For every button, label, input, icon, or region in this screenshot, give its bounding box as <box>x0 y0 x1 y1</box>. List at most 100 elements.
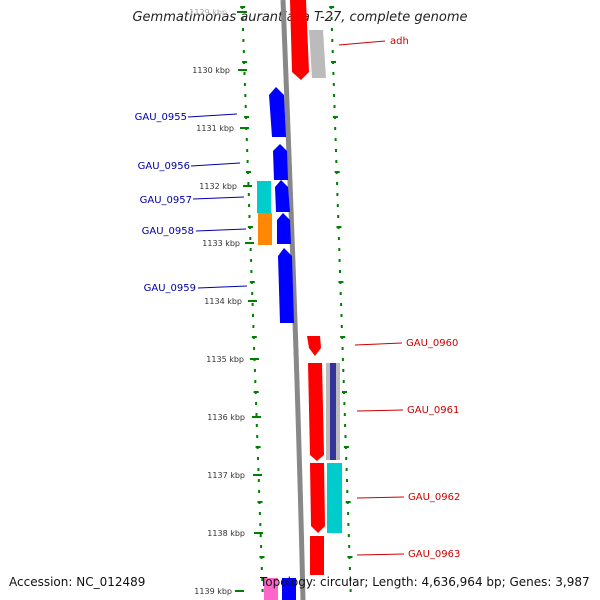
gene-gau-0963[interactable] <box>310 536 324 575</box>
ring-dot <box>341 358 344 361</box>
ring-dot <box>247 182 250 185</box>
cds-gau-0958[interactable] <box>258 213 272 245</box>
ring-dot <box>347 512 350 515</box>
ring-dot <box>343 402 346 405</box>
gene-label-gau-0957[interactable]: GAU_0957 <box>140 195 192 206</box>
ring-dot <box>332 72 335 75</box>
ring-dot <box>335 160 338 163</box>
ruler-label: 1133 kbp <box>202 239 240 248</box>
gene-label-gau-0955[interactable]: GAU_0955 <box>135 112 187 123</box>
ring-dot <box>251 303 254 306</box>
ring-dot <box>338 259 341 262</box>
gene-gau-0956[interactable] <box>273 144 288 180</box>
ring-dot <box>349 589 352 592</box>
ring-dot <box>340 325 343 328</box>
gene-bottom-pink[interactable] <box>264 578 278 600</box>
ring-dot-major <box>336 226 342 228</box>
ruler-label: 1138 kbp <box>207 529 245 538</box>
ring-dot-major <box>246 171 251 173</box>
ring-dot <box>341 347 344 350</box>
ring-dot-major <box>259 556 265 558</box>
ring-dot <box>339 292 342 295</box>
ring-dot <box>339 270 341 273</box>
ring-dots-left <box>240 6 265 592</box>
ring-dot-major <box>340 336 346 338</box>
ruler-label: 1137 kbp <box>207 471 245 480</box>
cds-gau-0957[interactable] <box>257 181 271 213</box>
gene-gau-0958[interactable] <box>277 213 291 244</box>
ring-dot <box>254 380 257 383</box>
gene-label-gau-0956[interactable]: GAU_0956 <box>138 161 190 172</box>
ring-dot-major <box>242 61 248 63</box>
gene-label-gau-0961[interactable]: GAU_0961 <box>407 405 459 416</box>
gene-bottom-blue[interactable] <box>282 578 296 600</box>
ring-dot <box>252 325 255 328</box>
ring-dot <box>333 94 336 97</box>
ruler-label: 1136 kbp <box>207 413 245 422</box>
ring-dot <box>257 468 260 471</box>
ring-dot <box>245 138 248 141</box>
cds-gau-0962[interactable] <box>327 463 342 533</box>
ring-dot <box>332 83 335 86</box>
ring-dot <box>346 479 348 482</box>
ring-dot <box>246 160 249 163</box>
ring-dot <box>347 534 350 537</box>
ring-dot-major <box>257 501 263 503</box>
ring-dot <box>256 435 259 438</box>
ring-dot <box>336 182 339 185</box>
gene-gau-0962[interactable] <box>310 463 325 533</box>
gene-gau-0955[interactable] <box>269 87 286 137</box>
gene-label-gau-0962[interactable]: GAU_0962 <box>408 492 460 503</box>
ring-dot <box>336 193 339 196</box>
ring-dot <box>258 490 261 493</box>
gene-label-gau-0960[interactable]: GAU_0960 <box>406 338 458 349</box>
ring-dot <box>261 578 264 581</box>
ring-dot <box>260 545 263 548</box>
gene-label-gau-0959[interactable]: GAU_0959 <box>144 283 196 294</box>
ring-dot <box>333 105 336 108</box>
gene-gau-0957[interactable] <box>275 180 290 212</box>
gene-gau-0959[interactable] <box>278 248 294 323</box>
ring-dot <box>348 567 351 570</box>
ring-dot-major <box>255 446 261 448</box>
ring-dot <box>243 72 246 75</box>
cds-adh[interactable] <box>309 30 326 78</box>
ring-dot <box>260 567 263 570</box>
ring-dot <box>342 380 345 383</box>
gene-label-gau-0963[interactable]: GAU_0963 <box>408 549 460 560</box>
ring-dot <box>250 270 253 273</box>
gene-gau-0960[interactable] <box>307 336 321 356</box>
ring-dot-major <box>332 116 338 118</box>
ring-dot <box>331 39 334 42</box>
ring-dot <box>242 39 245 42</box>
ring-dot <box>251 292 254 295</box>
ring-dot <box>344 424 347 427</box>
ring-dot <box>344 435 347 438</box>
ruler-labels: 1129 kbp 1130 kbp 1131 kbp 1132 kbp 1133… <box>189 8 245 596</box>
cds-gau-0961-inner <box>330 363 336 460</box>
reverse-genes[interactable] <box>257 87 296 600</box>
ring-dot <box>345 457 348 460</box>
forward-genes[interactable] <box>290 0 342 575</box>
ruler-ticks <box>235 11 263 592</box>
gene-labels-right: adh GAU_0960 GAU_0961 GAU_0962 GAU_0963 <box>390 36 460 560</box>
gene-label-gau-0958[interactable]: GAU_0958 <box>142 226 194 237</box>
ring-dot <box>340 303 343 306</box>
ring-dot-major <box>338 281 344 283</box>
ring-dot-major <box>251 336 257 338</box>
ring-dot <box>255 424 258 427</box>
ring-dot <box>334 127 337 130</box>
ring-dot <box>257 479 260 482</box>
gene-gau-0961[interactable] <box>308 363 324 461</box>
ring-dot <box>337 215 340 218</box>
ring-dot <box>334 138 337 141</box>
ring-dot <box>343 413 346 416</box>
ring-dot <box>342 369 345 372</box>
gene-adh[interactable] <box>290 0 309 80</box>
ruler-label: 1130 kbp <box>192 66 230 75</box>
gene-label-adh[interactable]: adh <box>390 36 409 47</box>
ring-dot <box>259 534 262 537</box>
label-leaders <box>187 40 405 556</box>
